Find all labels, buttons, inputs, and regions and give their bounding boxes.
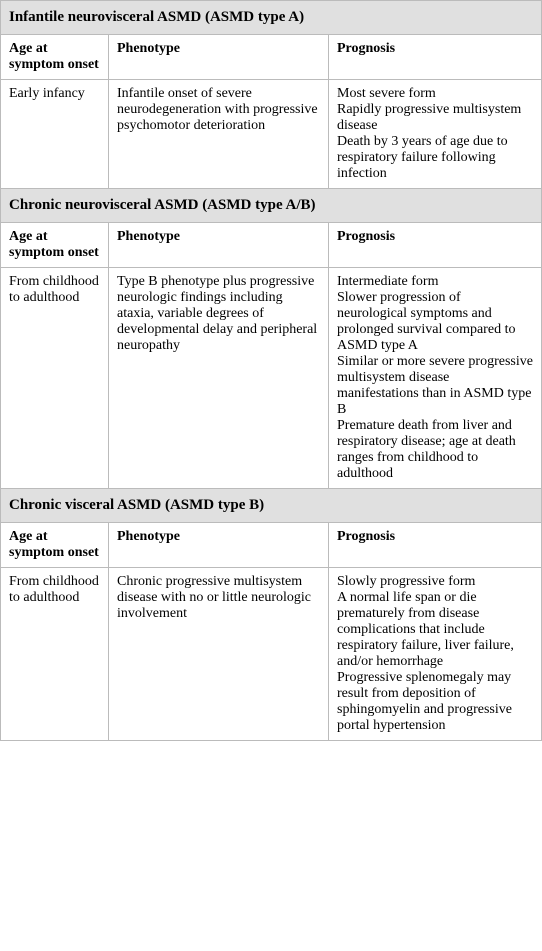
prognosis-line: Similar or more severe progressive multi… (337, 354, 533, 418)
column-header-prognosis: Prognosis (329, 523, 542, 568)
column-header-prognosis: Prognosis (329, 35, 542, 80)
column-header-prognosis: Prognosis (329, 223, 542, 268)
column-header-age: Age at symptom onset (1, 223, 109, 268)
prognosis-cell: Slowly progressive formA normal life spa… (329, 568, 542, 741)
phenotype-cell: Type B phenotype plus progressive neurol… (109, 268, 329, 489)
column-header-age: Age at symptom onset (1, 35, 109, 80)
prognosis-cell: Most severe formRapidly progressive mult… (329, 80, 542, 189)
column-header-age: Age at symptom onset (1, 523, 109, 568)
age-cell: Early infancy (1, 80, 109, 189)
column-header-phenotype: Phenotype (109, 223, 329, 268)
section-title: Chronic visceral ASMD (ASMD type B) (1, 489, 542, 523)
asmd-types-table: Infantile neurovisceral ASMD (ASMD type … (0, 0, 542, 741)
prognosis-cell: Intermediate formSlower progression of n… (329, 268, 542, 489)
section-title: Infantile neurovisceral ASMD (ASMD type … (1, 1, 542, 35)
phenotype-cell: Infantile onset of severe neurodegenerat… (109, 80, 329, 189)
prognosis-line: Most severe form (337, 86, 533, 102)
prognosis-line: Rapidly progressive multisystem disease (337, 102, 533, 134)
age-cell: From childhood to adulthood (1, 568, 109, 741)
prognosis-line: Premature death from liver and respirato… (337, 418, 533, 482)
prognosis-line: Progressive splenomegaly may result from… (337, 670, 533, 734)
prognosis-line: Slower progression of neurological sympt… (337, 290, 533, 354)
prognosis-line: Slowly progressive form (337, 574, 533, 590)
section-title: Chronic neurovisceral ASMD (ASMD type A/… (1, 189, 542, 223)
column-header-phenotype: Phenotype (109, 523, 329, 568)
column-header-phenotype: Phenotype (109, 35, 329, 80)
phenotype-cell: Chronic progressive multisystem disease … (109, 568, 329, 741)
prognosis-line: Death by 3 years of age due to respirato… (337, 134, 533, 182)
prognosis-line: Intermediate form (337, 274, 533, 290)
prognosis-line: A normal life span or die prematurely fr… (337, 590, 533, 670)
age-cell: From childhood to adulthood (1, 268, 109, 489)
